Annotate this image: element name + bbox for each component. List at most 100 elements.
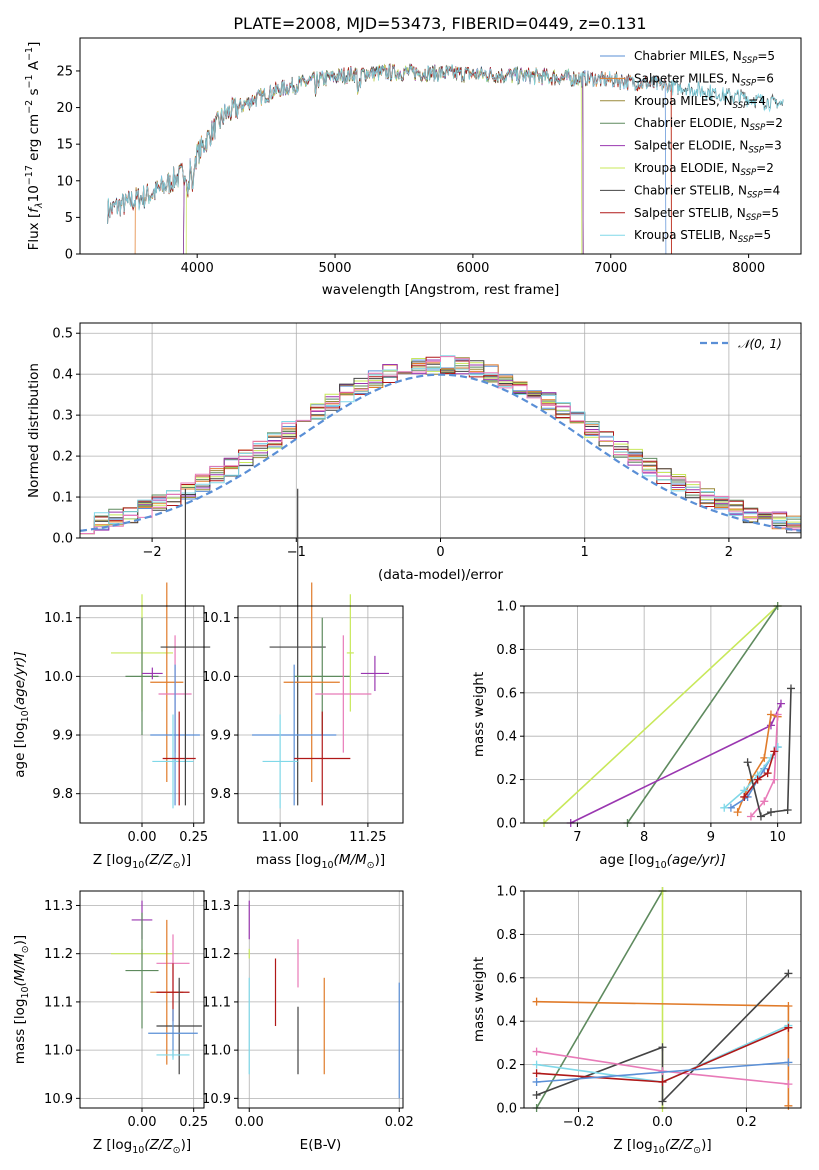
label-part: Z <box>683 1137 694 1153</box>
legend-text: Salpeter ELODIE, N <box>634 139 748 153</box>
label-part: s <box>26 88 42 99</box>
weight-marker <box>784 1023 793 1032</box>
y-tick-label: 11.0 <box>44 1044 73 1059</box>
y-tick-label: 10.9 <box>202 1092 231 1107</box>
y-axis-label: mass weight <box>471 672 487 757</box>
legend-sub: SSP <box>747 190 763 200</box>
y-tick-label: 0.0 <box>496 1102 517 1117</box>
label-part: age [log <box>12 722 28 777</box>
label-part: 10 <box>321 860 333 871</box>
y-tick-label: 0.2 <box>496 773 517 788</box>
y-tick-label: 25 <box>56 64 73 79</box>
legend-sub: SSP <box>750 123 766 133</box>
legend-suffix: =2 <box>765 116 783 130</box>
legend-entry: Kroupa ELODIE, NSSP=2 <box>634 161 774 178</box>
legend-suffix: =2 <box>756 161 774 175</box>
x-tick-label: 9 <box>707 830 715 845</box>
weight-marker <box>753 775 762 784</box>
weight-line <box>570 703 782 824</box>
label-part: −1 <box>24 47 35 61</box>
y-tick-label: 0.4 <box>496 730 517 745</box>
axes-frame <box>237 605 404 824</box>
weight-marker <box>784 1058 793 1067</box>
weight-marker <box>658 1097 667 1106</box>
weight-marker <box>532 1090 541 1099</box>
spectrum-line <box>185 63 583 255</box>
weight-marker <box>532 1060 541 1069</box>
axes-frame <box>79 890 205 1109</box>
weight-marker <box>756 812 765 821</box>
spectrum-line <box>107 64 667 255</box>
legend-entry: Chabrier MILES, NSSP=5 <box>634 49 775 66</box>
legend-suffix: =5 <box>754 228 772 242</box>
x-axis-label: Z [log10(Z/Z⊙)] <box>613 1137 711 1156</box>
x-axis-label: Z [log10(Z/Z⊙)] <box>93 1137 191 1156</box>
weight-marker <box>770 775 779 784</box>
legend-entry: Chabrier ELODIE, NSSP=2 <box>634 116 783 133</box>
y-tick-label: 9.9 <box>210 729 231 744</box>
y-tick-label: 0.8 <box>496 643 517 658</box>
label-part: f <box>26 206 42 213</box>
legend-suffix: =6 <box>756 71 774 85</box>
label-part: )] <box>181 1137 192 1153</box>
weight-marker <box>760 797 769 806</box>
label-part: (age/yr)] <box>667 852 726 868</box>
axes-weight-vs-Z: −0.2 0.0 0.2 0.0 0.2 0.4 0.6 0.8 1.0 Z [log10(Z/Z… <box>471 885 802 1156</box>
weight-marker <box>773 710 782 719</box>
weight-line <box>746 688 792 818</box>
weight-marker <box>760 753 769 762</box>
legend-text: Salpeter STELIB, N <box>634 206 746 220</box>
x-tick-label: 4000 <box>181 261 214 276</box>
y-tick-label: 5 <box>65 211 73 226</box>
label-part: A <box>26 60 42 74</box>
y-tick-label: 0.4 <box>52 368 73 383</box>
x-tick-label: −2 <box>143 545 162 560</box>
y-tick-label: 11.2 <box>44 947 73 962</box>
y-tick-label: 11.3 <box>44 899 73 914</box>
y-axis-label: Normed distribution <box>26 363 42 498</box>
histogram-step <box>80 355 801 534</box>
weight-marker <box>784 969 793 978</box>
x-tick-label: 0.00 <box>128 830 157 845</box>
label-part: −2 <box>24 100 35 114</box>
label-part: mass [log <box>12 999 28 1065</box>
y-tick-label: 0.1 <box>52 491 73 506</box>
y-tick-label: 0.8 <box>496 928 517 943</box>
legend-text: Kroupa ELODIE, N <box>634 161 741 175</box>
legend-text: Salpeter MILES, N <box>634 71 741 85</box>
legend-entry: Salpeter STELIB, NSSP=5 <box>634 206 779 223</box>
legend-entry: Kroupa STELIB, NSSP=5 <box>634 228 771 245</box>
y-tick-label: 11.0 <box>202 1044 231 1059</box>
y-tick-label: 11.3 <box>202 899 231 914</box>
spectrum-line <box>107 63 584 255</box>
x-tick-label: 8000 <box>732 261 765 276</box>
label-part: mass [log <box>256 852 322 868</box>
y-tick-label: 11.2 <box>202 947 231 962</box>
axes-frame <box>523 605 802 824</box>
label-part: 10 <box>655 860 667 871</box>
weight-marker <box>726 803 735 812</box>
x-tick-label: 0.25 <box>179 1115 208 1130</box>
legend-suffix: =4 <box>763 183 781 197</box>
weight-line <box>743 751 776 798</box>
label-part: ⊙ <box>173 860 181 871</box>
spectrum-legend: Chabrier MILES, NSSP=5 Salpeter MILES, N S… <box>600 49 783 245</box>
axes-spectrum: 4000 5000 6000 7000 8000 0 5 10 15 20 25 Chabrier M… <box>24 37 802 298</box>
x-tick-label: 2 <box>725 545 733 560</box>
axes-frame <box>79 322 802 539</box>
x-tick-label: 0 <box>436 545 444 560</box>
weight-marker <box>532 1069 541 1078</box>
x-tick-label: 0.0 <box>652 1115 673 1130</box>
y-axis-label: mass [log10(M/M⊙)] <box>12 935 31 1064</box>
label-part: ⊙ <box>693 1145 701 1156</box>
spectrum-line <box>183 63 584 255</box>
legend-suffix: =5 <box>761 206 779 220</box>
y-tick-label: 0.4 <box>496 1015 517 1030</box>
weight-marker <box>783 805 792 814</box>
legend-suffix: =3 <box>764 139 782 153</box>
axes-frame <box>523 890 802 1109</box>
weight-marker <box>743 758 752 767</box>
label-part: M <box>12 953 28 965</box>
